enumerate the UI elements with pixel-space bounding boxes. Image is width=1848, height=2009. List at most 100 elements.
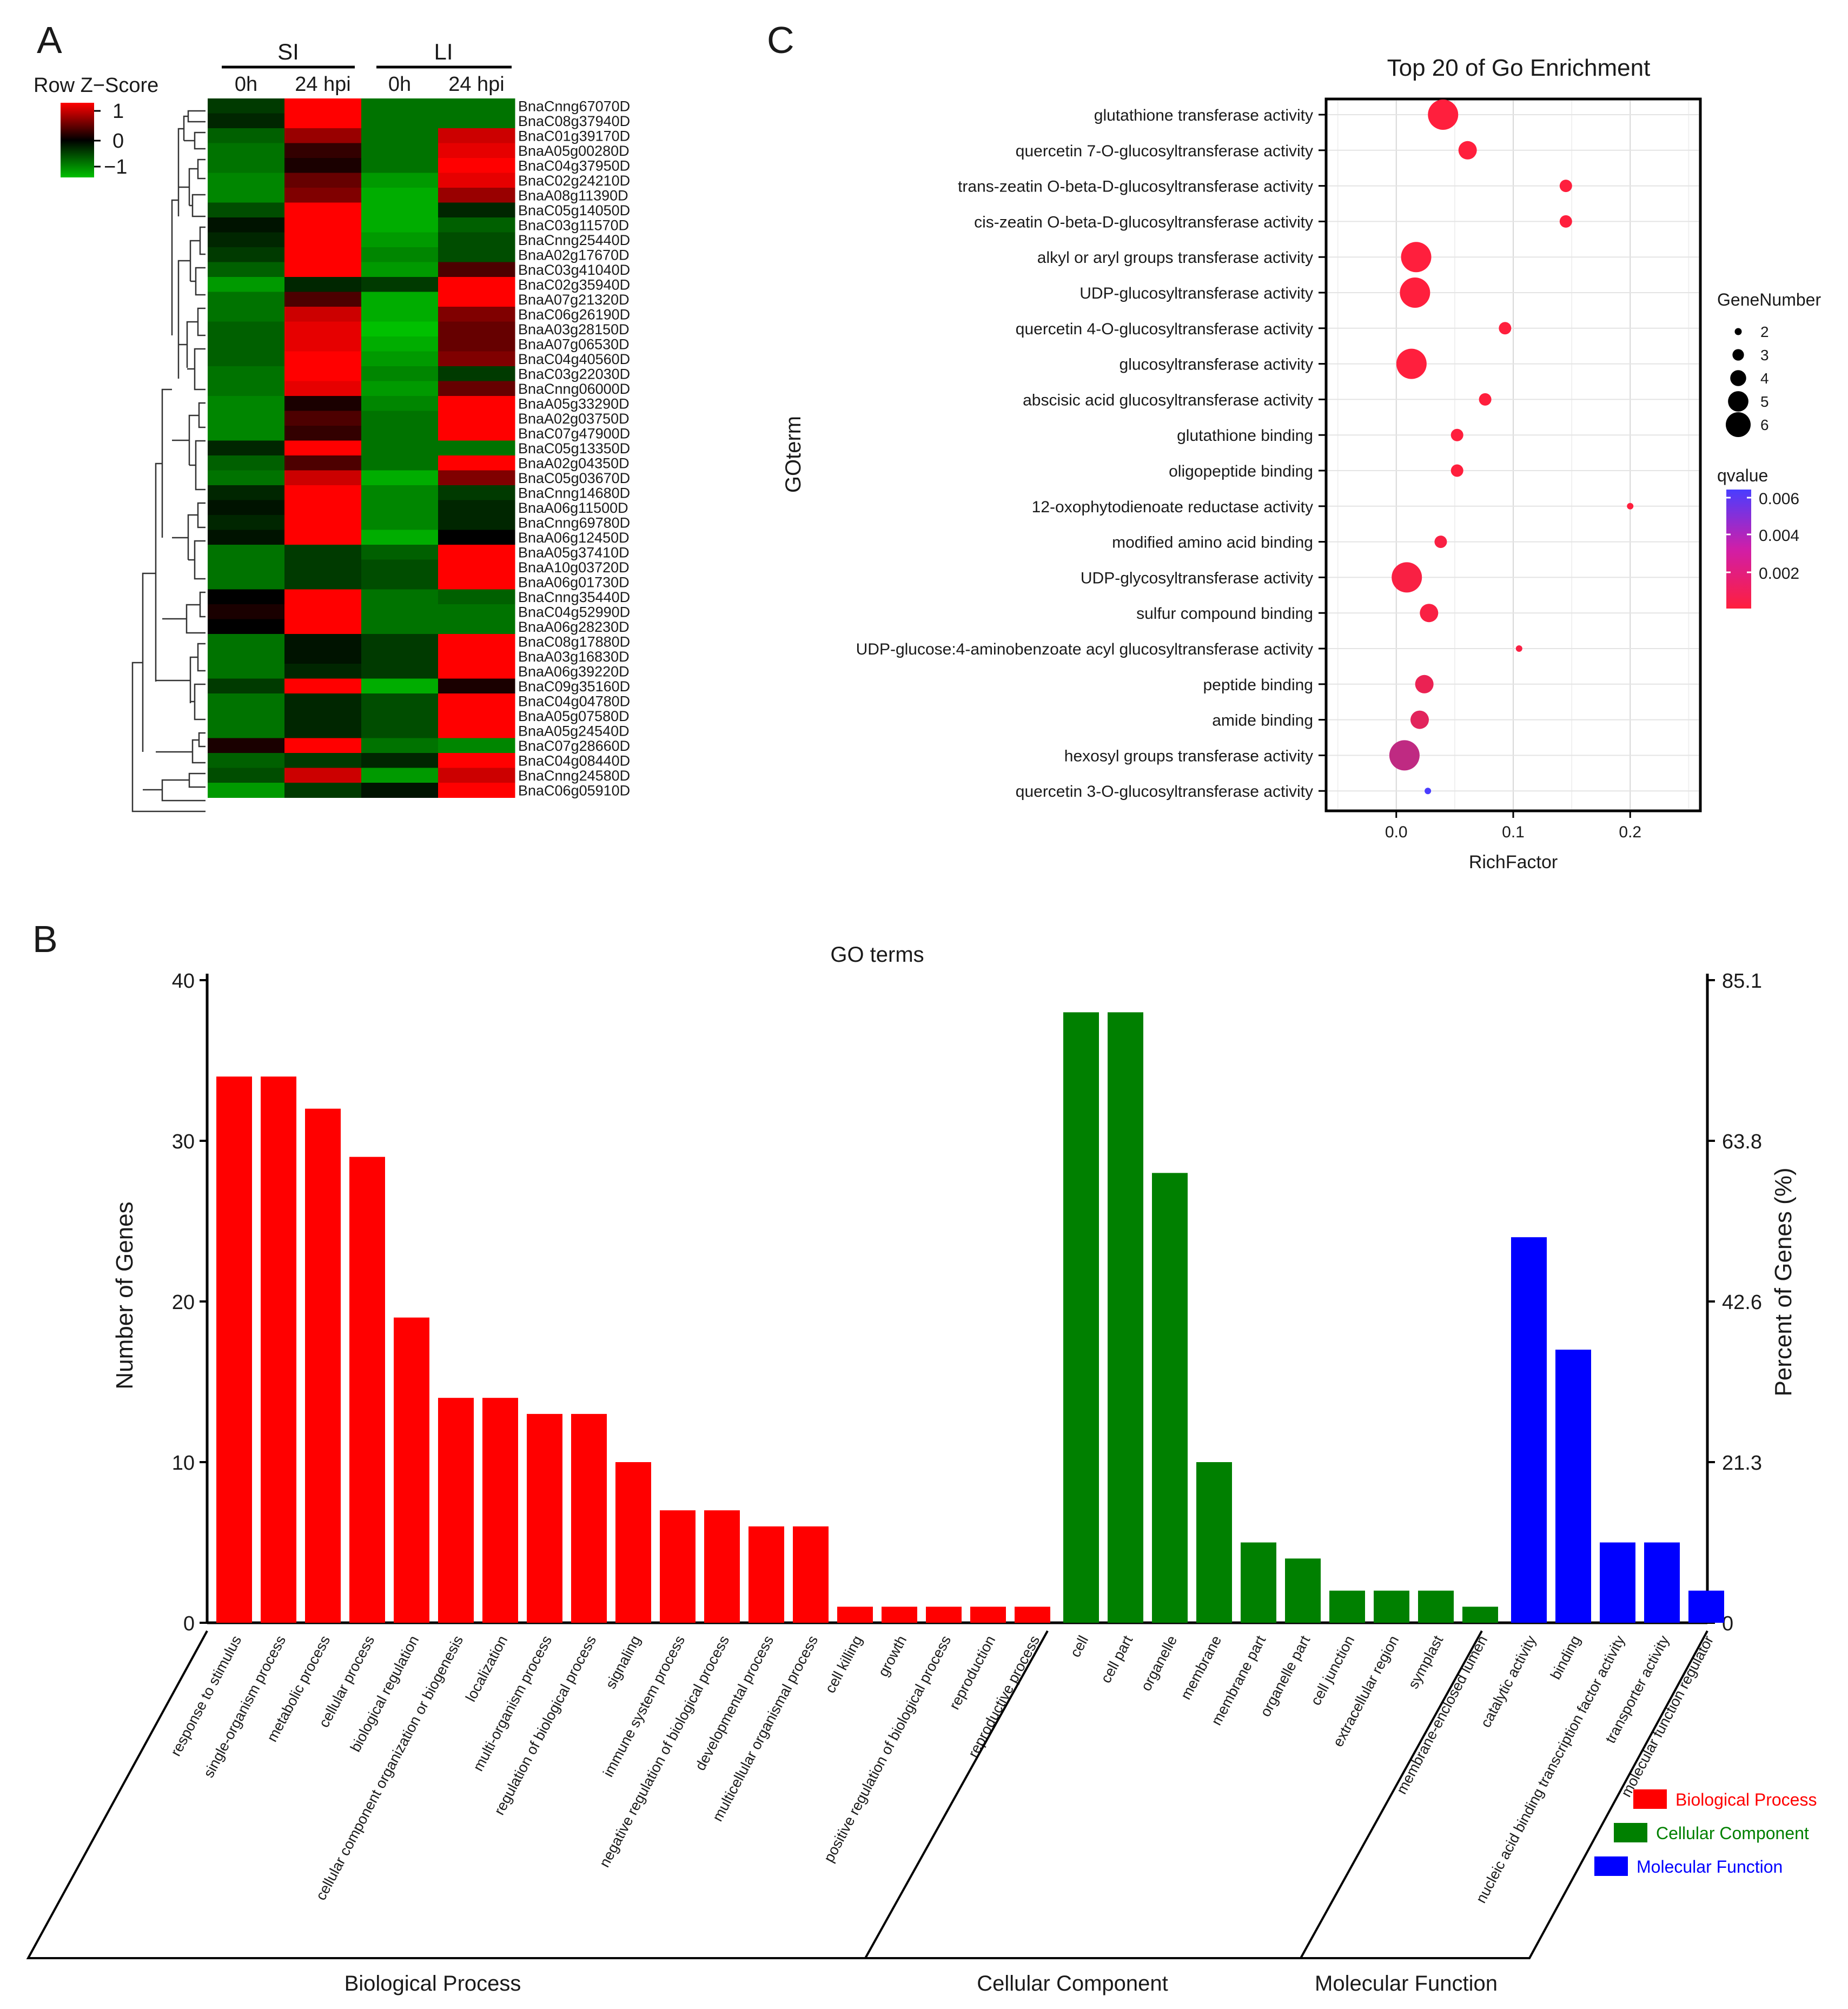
- go-bar: [1462, 1607, 1498, 1623]
- heatmap-cell: [438, 396, 515, 411]
- heatmap-cell: [208, 396, 285, 411]
- go-term-label: trans-zeatin O-beta-D-glucosyltransferas…: [958, 178, 1313, 196]
- go-term-label: glutathione binding: [1177, 427, 1313, 445]
- heatmap-cell: [284, 723, 362, 738]
- go-category-label: growth: [875, 1633, 910, 1680]
- heatmap-gene-label: BnaA06g01730D: [518, 574, 630, 591]
- heatmap-gene-label: BnaA05g24540D: [518, 723, 630, 739]
- go-term-label: alkyl or aryl groups transferase activit…: [1037, 249, 1313, 267]
- group-label-cc: Cellular Component: [977, 1972, 1168, 1995]
- go-bar: [1329, 1590, 1365, 1623]
- heatmap-cell: [208, 678, 285, 694]
- heatmap-cell: [361, 202, 439, 218]
- heatmap-cell: [438, 366, 515, 381]
- bubble-x-tick-label: 0.0: [1385, 823, 1408, 841]
- heatmap-cell: [438, 128, 515, 143]
- bubble-x-tick-label: 0.1: [1502, 823, 1525, 841]
- go-bar: [438, 1398, 474, 1623]
- heatmap-cell: [361, 396, 439, 411]
- heatmap-cell: [284, 604, 362, 619]
- heatmap-gene-label: BnaA06g39220D: [518, 664, 630, 680]
- heatmap-cell: [438, 574, 515, 590]
- heatmap-cell: [284, 619, 362, 635]
- heatmap-gene-label: BnaA02g04350D: [518, 455, 630, 472]
- heatmap-cell: [284, 202, 362, 218]
- go-category-label: signaling: [602, 1633, 644, 1691]
- size-legend-dot: [1730, 370, 1746, 386]
- heatmap-cell: [438, 500, 515, 516]
- heatmap-cell: [284, 708, 362, 724]
- heatmap-gene-label: BnaC05g03670D: [518, 470, 630, 486]
- go-bar: [1285, 1558, 1321, 1623]
- heatmap-cell: [361, 664, 439, 679]
- enrichment-point: [1559, 215, 1572, 228]
- enrichment-point: [1458, 141, 1477, 160]
- heatmap-cell: [208, 217, 285, 233]
- heatmap-cell: [208, 158, 285, 173]
- heatmap-cell: [438, 426, 515, 441]
- heatmap-cell: [208, 783, 285, 798]
- heatmap-group-label: SI: [277, 39, 299, 64]
- heatmap-column-label: 24 hpi: [448, 73, 505, 96]
- heatmap-gene-label: BnaA03g16830D: [518, 649, 630, 665]
- heatmap-cell: [438, 232, 515, 248]
- go-category-label: reproduction: [946, 1633, 998, 1713]
- enrichment-point: [1389, 740, 1420, 771]
- heatmap-cell: [284, 307, 362, 322]
- heatmap-legend-tick: 0: [112, 130, 124, 153]
- heatmap-cell: [284, 396, 362, 411]
- size-legend-label: 4: [1760, 370, 1769, 387]
- heatmap-cell: [438, 158, 515, 173]
- enrichment-point: [1401, 242, 1432, 273]
- go-bar: [837, 1607, 873, 1623]
- heatmap-gene-label: BnaA05g00280D: [518, 143, 630, 159]
- heatmap-cell: [208, 738, 285, 754]
- heatmap-cell: [361, 500, 439, 516]
- panel-label-b: B: [32, 918, 58, 960]
- heatmap-cell: [208, 693, 285, 709]
- heatmap-cell: [208, 530, 285, 545]
- heatmap-cell: [284, 277, 362, 292]
- size-legend-dot: [1732, 349, 1744, 361]
- heatmap-legend-title: Row Z−Score: [34, 74, 158, 97]
- legend-label-bp: Biological Process: [1675, 1790, 1817, 1809]
- heatmap-cell: [361, 411, 439, 426]
- heatmap-cell: [284, 173, 362, 188]
- size-legend-dot: [1734, 328, 1742, 335]
- legend-label-cc: Cellular Component: [1656, 1823, 1809, 1843]
- heatmap-cell: [284, 292, 362, 307]
- go-term-label: UDP-glycosyltransferase activity: [1081, 569, 1313, 587]
- heatmap-cell: [438, 634, 515, 649]
- heatmap-cell: [208, 753, 285, 768]
- heatmap-legend-tick: 1: [112, 100, 124, 123]
- go-bar: [882, 1607, 917, 1623]
- qvalue-legend-tick: 0.004: [1759, 527, 1799, 545]
- qvalue-color-key: [1726, 490, 1751, 609]
- heatmap-cell: [361, 738, 439, 754]
- heatmap-cell: [361, 217, 439, 233]
- heatmap-gene-label: BnaA02g03750D: [518, 411, 630, 427]
- heatmap-cell: [284, 113, 362, 129]
- heatmap-cell: [438, 321, 515, 337]
- heatmap-gene-label: BnaC04g04780D: [518, 693, 630, 710]
- heatmap-gene-label: BnaA07g21320D: [518, 292, 630, 308]
- heatmap-gene-label: BnaCnng25440D: [518, 232, 630, 248]
- heatmap-gene-label: BnaCnng14680D: [518, 485, 630, 501]
- group-label-bp: Biological Process: [345, 1972, 521, 1995]
- heatmap-color-key: [61, 103, 94, 177]
- go-bar: [482, 1398, 518, 1623]
- heatmap-cell: [361, 589, 439, 605]
- heatmap-cell: [361, 440, 439, 456]
- heatmap-cell: [284, 381, 362, 396]
- heatmap-cell: [208, 232, 285, 248]
- heatmap-gene-label: BnaCnng06000D: [518, 381, 630, 397]
- heatmap-cell: [284, 738, 362, 754]
- qvalue-legend-tick: 0.002: [1759, 565, 1799, 583]
- enrichment-point: [1410, 710, 1429, 729]
- heatmap-cell: [284, 589, 362, 605]
- heatmap-cell: [361, 649, 439, 664]
- heatmap-gene-label: BnaA05g37410D: [518, 545, 630, 561]
- heatmap-gene-label: BnaA05g33290D: [518, 396, 630, 412]
- heatmap-cell: [284, 649, 362, 664]
